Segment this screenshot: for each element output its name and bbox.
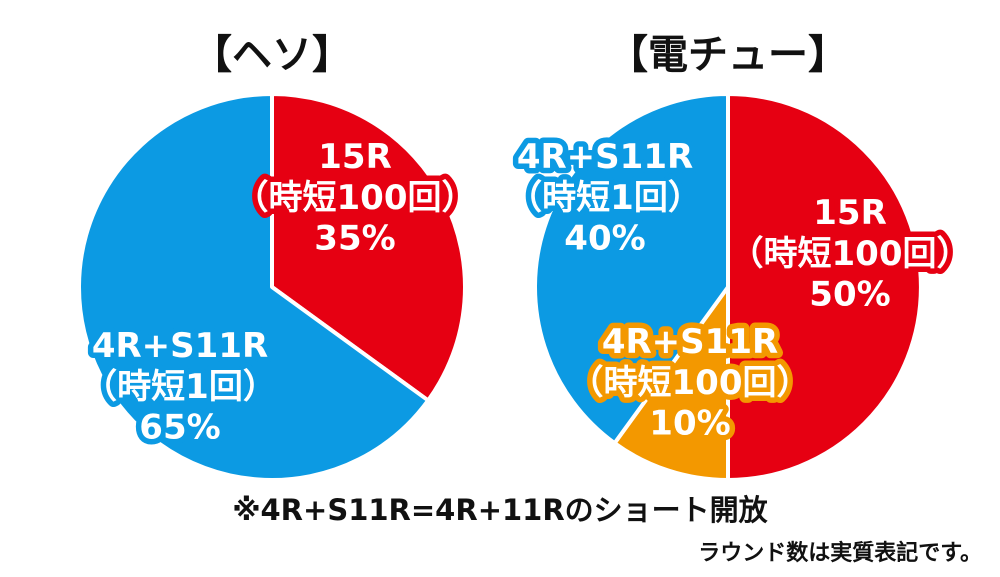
denchu-slice-0-label: 15R （時短100回） 50% (730, 193, 971, 315)
heso-slice-1-label: 4R+S11R （時短1回） 65% (83, 326, 277, 448)
denchu-slice-2-label-line-2: 40% (564, 219, 645, 259)
heso-pie-labels: 15R （時短100回） 35% 4R+S11R （時短1回） 65% (78, 132, 481, 454)
round-count-note: ラウンド数は実質表記です。 (698, 540, 982, 566)
heso-slice-0-label-line-2: 35% (314, 219, 395, 259)
denchu-slice-1-label-line-2: 10% (649, 404, 730, 444)
denchu-slice-2-label-line-0: 4R+S11R (517, 137, 693, 177)
denchu-slice-1-label-line-0: 4R+S11R (602, 322, 778, 362)
heso-slice-0-label: 15R （時短100回） 35% (235, 137, 476, 259)
heso-slice-1 (77, 92, 431, 482)
denchu-slice-1 (612, 285, 730, 482)
denchu-slice-2-label: 4R+S11R （時短1回） 40% (508, 137, 702, 259)
shortopen-note: ※4R+S11R=4R+11Rのショート開放 (232, 493, 768, 527)
heso-slice-0-label-line-0: 15R (318, 137, 392, 177)
heso-chart-title: 【ヘソ】 (192, 32, 352, 78)
heso-pie-chart: 【ヘソ】 15R （時短100回） 35% 4R+S11R （時短1回） 65% (77, 32, 481, 482)
denchu-slice-0-label-line-1: （時短100回） (730, 234, 971, 274)
denchu-slice-1-label-line-1: （時短100回） (570, 363, 811, 403)
heso-slice-0 (270, 92, 467, 403)
denchu-slice-0 (726, 92, 923, 482)
denchu-chart-title: 【電チュー】 (608, 32, 848, 78)
heso-slice-0-label-line-1: （時短100回） (235, 178, 476, 218)
heso-pie-slices (77, 92, 467, 482)
heso-slice-1-label-line-1: （時短1回） (83, 367, 277, 407)
denchu-slice-0-label-line-0: 15R (813, 193, 887, 233)
denchu-pie-slices (533, 92, 923, 482)
heso-slice-1-label-line-2: 65% (139, 408, 220, 448)
denchu-slice-2-label-line-1: （時短1回） (508, 178, 702, 218)
denchu-pie-chart: 【電チュー】 15R （時短100回） 50%4R+S11R （時短100回） 10%4… (503, 32, 976, 482)
heso-slice-1-label-line-0: 4R+S11R (92, 326, 268, 366)
denchu-slice-1-label: 4R+S11R （時短100回） 10% (570, 322, 811, 444)
denchu-slice-0-label-line-2: 50% (809, 275, 890, 315)
denchu-pie-labels: 15R （時短100回） 50%4R+S11R （時短100回） 10%4R+S11R （… (503, 132, 976, 450)
denchu-slice-2 (533, 92, 730, 446)
